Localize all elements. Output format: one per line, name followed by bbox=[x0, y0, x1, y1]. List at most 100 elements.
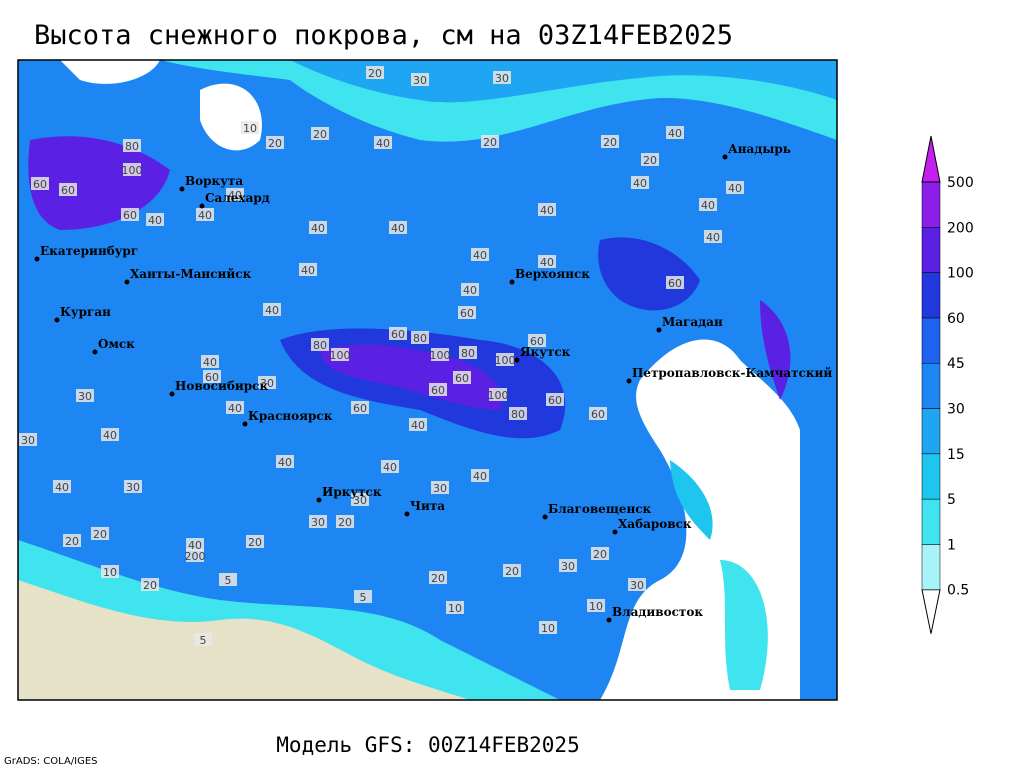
sakhalin bbox=[670, 460, 713, 540]
contour-label-box bbox=[628, 578, 646, 591]
contour-label-box bbox=[63, 534, 81, 547]
contour-label: 20 bbox=[93, 528, 107, 541]
contour-label: 40 bbox=[103, 429, 117, 442]
contour-label: 80 bbox=[511, 408, 525, 421]
contour-label: 40 bbox=[188, 539, 202, 552]
contour-label-box bbox=[389, 221, 407, 234]
contour-label: 100 bbox=[495, 354, 516, 367]
colorbar-top-cap bbox=[921, 135, 941, 183]
contour-label: 30 bbox=[126, 481, 140, 494]
contour-label-box bbox=[123, 139, 141, 152]
colorbar-label: 45 bbox=[947, 356, 965, 372]
colorbar-label: 0.5 bbox=[947, 583, 969, 599]
contour-label-box bbox=[219, 573, 237, 586]
city-dot bbox=[316, 497, 322, 503]
city-label: Магадан bbox=[662, 315, 723, 329]
contour-label-box bbox=[409, 418, 427, 431]
city-dot bbox=[404, 511, 410, 517]
contour-label: 20 bbox=[505, 565, 519, 578]
contour-label-box bbox=[503, 564, 521, 577]
contour-label-box bbox=[146, 213, 164, 226]
city-label: Якутск bbox=[520, 345, 571, 359]
contour-label: 30 bbox=[630, 579, 644, 592]
contour-label-box bbox=[311, 338, 329, 351]
contour-label: 30 bbox=[311, 516, 325, 529]
contour-label: 80 bbox=[413, 332, 427, 345]
contour-label: 20 bbox=[313, 128, 327, 141]
contour-label: 40 bbox=[540, 204, 554, 217]
colorbar-label: 60 bbox=[947, 311, 965, 327]
contour-label: 30 bbox=[21, 434, 35, 447]
contour-label: 20 bbox=[603, 136, 617, 149]
contour-label-box bbox=[431, 348, 449, 361]
city-dot bbox=[514, 357, 520, 363]
contour-label: 5 bbox=[200, 634, 207, 647]
city-dot bbox=[656, 327, 662, 333]
city-dot bbox=[179, 186, 185, 192]
contour-label-box bbox=[121, 208, 139, 221]
colorbar-segment bbox=[921, 227, 941, 273]
contour-label: 40 bbox=[473, 470, 487, 483]
contour-label-box bbox=[194, 633, 212, 646]
contour-label: 40 bbox=[148, 214, 162, 227]
colorbar-label: 1 bbox=[947, 537, 956, 553]
colorbar-bottom-cap bbox=[921, 589, 941, 634]
colorbar-label: 200 bbox=[947, 220, 974, 236]
contour-label: 40 bbox=[265, 304, 279, 317]
contour-label: 40 bbox=[278, 456, 292, 469]
contour-label: 40 bbox=[383, 461, 397, 474]
contour-label-box bbox=[389, 327, 407, 340]
contour-label-box bbox=[309, 221, 327, 234]
contour-label-box bbox=[461, 283, 479, 296]
contour-label-box bbox=[699, 198, 717, 211]
contour-label: 80 bbox=[125, 140, 139, 153]
contour-label-box bbox=[496, 353, 514, 366]
city-dot bbox=[54, 317, 60, 323]
city-label: Хабаровск bbox=[618, 517, 692, 531]
city-label: Владивосток bbox=[612, 605, 703, 619]
contour-label: 60 bbox=[455, 372, 469, 385]
contour-label: 20 bbox=[431, 572, 445, 585]
city-dot bbox=[124, 279, 130, 285]
colorbar-segment bbox=[921, 362, 941, 409]
contour-label-box bbox=[263, 303, 281, 316]
contour-label-box bbox=[453, 371, 471, 384]
contour-label-box bbox=[276, 455, 294, 468]
contour-label: 60 bbox=[530, 335, 544, 348]
contour-label: 60 bbox=[123, 209, 137, 222]
contour-label-box bbox=[31, 177, 49, 190]
contour-label-box bbox=[311, 127, 329, 140]
contour-label-box bbox=[201, 355, 219, 368]
contour-label-box bbox=[726, 181, 744, 194]
city-dot bbox=[199, 203, 205, 209]
contour-label-box bbox=[203, 370, 221, 383]
contour-label: 100 bbox=[122, 164, 143, 177]
contour-label-box bbox=[489, 388, 507, 401]
city-label: Чита bbox=[410, 499, 445, 513]
contour-label: 40 bbox=[540, 256, 554, 269]
contour-label: 80 bbox=[313, 339, 327, 352]
contour-label-box bbox=[539, 621, 557, 634]
contour-label: 5 bbox=[360, 591, 367, 604]
contour-label-box bbox=[76, 389, 94, 402]
contour-label: 20 bbox=[65, 535, 79, 548]
city-label: Новосибирск bbox=[175, 379, 268, 393]
contour-label: 30 bbox=[433, 482, 447, 495]
city-dot bbox=[722, 154, 728, 160]
contour-label: 60 bbox=[591, 408, 605, 421]
city-label: Анадырь bbox=[728, 142, 791, 156]
contour-label-box bbox=[471, 469, 489, 482]
contour-label: 60 bbox=[205, 371, 219, 384]
contour-label-box bbox=[459, 346, 477, 359]
contour-label-box bbox=[381, 460, 399, 473]
contour-label-box bbox=[226, 188, 244, 201]
city-dot bbox=[542, 514, 548, 520]
contour-label-box bbox=[587, 599, 605, 612]
city-label: Курган bbox=[60, 305, 111, 319]
city-dot bbox=[34, 256, 40, 262]
colorbar-label: 5 bbox=[947, 492, 956, 508]
contour-label-box bbox=[481, 135, 499, 148]
contour-label-box bbox=[471, 248, 489, 261]
contour-label: 10 bbox=[541, 622, 555, 635]
